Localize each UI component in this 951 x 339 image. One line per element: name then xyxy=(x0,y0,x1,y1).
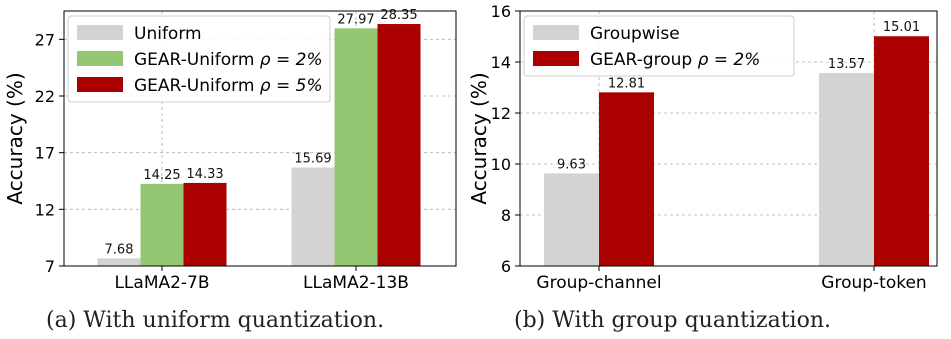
legend-label: Uniform xyxy=(134,24,202,44)
data-label: 7.68 xyxy=(105,242,134,257)
data-label: 14.25 xyxy=(143,168,180,183)
bar xyxy=(544,173,599,266)
data-label: 14.33 xyxy=(186,167,223,182)
y-tick-label: 7 xyxy=(45,257,55,276)
bar xyxy=(97,258,141,266)
y-tick-label: 14 xyxy=(491,53,511,72)
chart-b: 9.63 13.57 12.81 15.01 6 8 10 12 14 16 Group-chann… xyxy=(467,2,938,293)
bar xyxy=(291,167,335,266)
y-axis-label: Accuracy (%) xyxy=(3,72,27,204)
bar xyxy=(819,72,874,266)
bar xyxy=(377,24,421,267)
y-tick-label: 27 xyxy=(35,30,55,49)
y-tick-label: 8 xyxy=(501,206,511,225)
y-tick-label: 17 xyxy=(35,144,55,163)
bar xyxy=(334,28,378,267)
figure: 7.68 15.69 14.25 27.97 14.33 28.35 7 12 17 22 27 LL… xyxy=(3,2,938,293)
legend-label: GEAR-group ρ = 2% xyxy=(590,50,760,70)
legend-label-text: GEAR-Uniform xyxy=(134,76,260,96)
y-tick-label: 12 xyxy=(491,104,511,123)
chart-a: 7.68 15.69 14.25 27.97 14.33 28.35 7 12 17 22 27 LL… xyxy=(3,8,457,293)
legend-label: GEAR-Uniform ρ = 5% xyxy=(134,76,323,96)
legend-swatch xyxy=(533,51,579,66)
data-label: 15.69 xyxy=(294,152,331,167)
y-axis-label: Accuracy (%) xyxy=(467,72,491,204)
legend-label-text: GEAR-Uniform xyxy=(134,50,260,70)
bar xyxy=(599,92,654,266)
caption-b: (b) With group quantization. xyxy=(514,308,832,333)
caption-a: (a) With uniform quantization. xyxy=(46,308,385,333)
plot-frame xyxy=(63,10,457,267)
legend-swatch xyxy=(77,25,123,40)
y-tick-label: 12 xyxy=(35,200,55,219)
legend-swatch xyxy=(77,77,123,92)
data-label: 12.81 xyxy=(608,76,645,91)
legend: Groupwise GEAR-group ρ = 2% xyxy=(523,15,795,77)
data-label: 15.01 xyxy=(883,20,920,35)
data-label: 9.63 xyxy=(557,157,586,172)
data-label: 27.97 xyxy=(337,12,374,27)
bar xyxy=(183,182,227,266)
legend-swatch xyxy=(77,51,123,66)
legend-box xyxy=(523,15,795,77)
x-tick-label: LLaMA2-13B xyxy=(303,273,409,293)
legend-label-rho: ρ = 2% xyxy=(260,50,323,70)
legend-box xyxy=(67,15,331,103)
x-tick-label: Group-token xyxy=(821,273,926,293)
legend-label-rho: ρ = 5% xyxy=(260,76,323,96)
data-label: 13.57 xyxy=(828,57,865,72)
legend-label: GEAR-Uniform ρ = 2% xyxy=(134,50,323,70)
legend-label: Groupwise xyxy=(590,24,680,44)
y-tick-label: 16 xyxy=(491,2,511,21)
legend-label-text: GEAR-group xyxy=(590,50,698,70)
y-tick-label: 10 xyxy=(491,155,511,174)
legend-label-rho: ρ = 2% xyxy=(698,50,761,70)
data-label: 28.35 xyxy=(380,8,417,23)
x-tick-label: Group-channel xyxy=(536,273,661,293)
x-tick-label: LLaMA2-7B xyxy=(114,273,209,293)
y-tick-label: 22 xyxy=(35,87,55,106)
plot-frame xyxy=(519,10,938,267)
bar xyxy=(874,36,929,267)
bar xyxy=(140,183,184,266)
legend-swatch xyxy=(533,25,579,40)
y-tick-label: 6 xyxy=(501,257,511,276)
